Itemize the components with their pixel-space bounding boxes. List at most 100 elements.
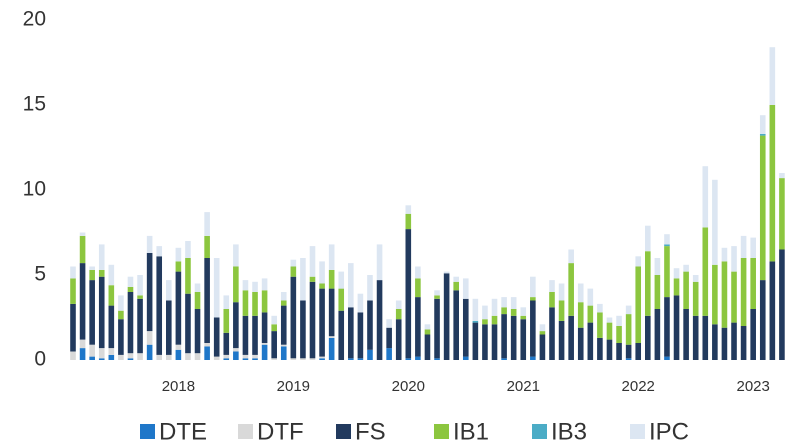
bar-segment bbox=[635, 256, 642, 267]
bar-segment bbox=[319, 358, 325, 360]
bar-segment bbox=[89, 356, 95, 360]
bar-segment bbox=[127, 276, 134, 287]
bar-segment bbox=[740, 258, 747, 326]
bar-segment bbox=[319, 261, 325, 284]
legend-label: IB3 bbox=[551, 418, 587, 445]
bar-segment bbox=[405, 213, 412, 230]
bar-segment bbox=[137, 298, 143, 354]
legend-label: DTF bbox=[257, 418, 304, 445]
bar-segment bbox=[127, 353, 134, 359]
bar-segment bbox=[472, 322, 479, 360]
bar-segment bbox=[328, 269, 335, 289]
bar-segment bbox=[472, 298, 479, 321]
bar-segment bbox=[118, 319, 124, 355]
bar-segment bbox=[108, 264, 115, 286]
y-tick-label: 5 bbox=[34, 263, 46, 286]
legend-swatch bbox=[434, 424, 449, 439]
bar-segment bbox=[482, 319, 488, 325]
bar-segment bbox=[587, 322, 594, 360]
bar-segment bbox=[233, 348, 239, 352]
bar-segment bbox=[395, 319, 402, 360]
bar-segment bbox=[625, 358, 632, 360]
bar-segment bbox=[568, 249, 574, 264]
bar-segment bbox=[520, 307, 527, 316]
bar-segment bbox=[606, 317, 613, 323]
bar-segment bbox=[616, 315, 622, 326]
bar-segment bbox=[204, 235, 210, 258]
bar-segment bbox=[338, 310, 345, 360]
bar-segment bbox=[654, 309, 661, 360]
bar-segment bbox=[645, 225, 651, 252]
bar-segment bbox=[98, 358, 105, 360]
bar-segment bbox=[98, 244, 105, 270]
bar-segment bbox=[137, 275, 143, 296]
bar-segment bbox=[472, 320, 479, 323]
bar-segment bbox=[223, 332, 230, 355]
bar-segment bbox=[558, 320, 565, 360]
bar-segment bbox=[213, 356, 220, 360]
bar-segment bbox=[491, 315, 498, 325]
bar-segment bbox=[549, 280, 555, 292]
bar-segment bbox=[300, 358, 306, 360]
bar-segment bbox=[779, 249, 785, 360]
bar-segment bbox=[673, 295, 680, 360]
bar-segment bbox=[213, 258, 220, 318]
bar-segment bbox=[79, 232, 86, 236]
bar-segment bbox=[597, 337, 603, 360]
bar-segment bbox=[453, 281, 459, 291]
bar-segment bbox=[539, 324, 546, 332]
bar-segment bbox=[539, 334, 546, 360]
bar-segment bbox=[510, 309, 517, 316]
bar-segment bbox=[185, 293, 191, 354]
bar-segment bbox=[616, 326, 622, 343]
bar-segment bbox=[424, 324, 431, 330]
bar-segment bbox=[156, 354, 163, 360]
bar-segment bbox=[328, 288, 335, 337]
bar-segment bbox=[328, 244, 335, 270]
bar-segment bbox=[233, 266, 239, 303]
bar-segment bbox=[779, 178, 785, 250]
bar-segment bbox=[510, 297, 517, 309]
bar-segment bbox=[501, 297, 507, 308]
bar-segment bbox=[108, 354, 115, 360]
bar-segment bbox=[740, 326, 747, 360]
bar-segment bbox=[654, 275, 661, 309]
legend-label: IB1 bbox=[453, 418, 489, 445]
bar-segment bbox=[290, 276, 297, 359]
bar-segment bbox=[280, 292, 287, 301]
bar-segment bbox=[204, 212, 210, 236]
bar-segment bbox=[367, 300, 373, 350]
bar-segment bbox=[635, 266, 642, 343]
bar-segment bbox=[530, 356, 536, 360]
bar-segment bbox=[328, 336, 335, 338]
bar-segment bbox=[759, 133, 766, 136]
bar-segment bbox=[204, 258, 210, 343]
bar-segment bbox=[280, 346, 287, 360]
bar-segment bbox=[443, 271, 450, 274]
bar-segment bbox=[261, 290, 268, 313]
bar-segment bbox=[453, 276, 459, 282]
bar-segment bbox=[300, 300, 306, 359]
bar-segment bbox=[673, 278, 680, 296]
x-tick-label: 2022 bbox=[622, 378, 655, 395]
bar-segment bbox=[290, 358, 297, 360]
bar-segment bbox=[587, 305, 594, 323]
bar-segment bbox=[185, 353, 191, 360]
bar-segment bbox=[309, 358, 316, 360]
bar-segment bbox=[491, 324, 498, 360]
bar-segment bbox=[443, 273, 450, 360]
bar-segment bbox=[577, 283, 584, 303]
x-tick-label: 2023 bbox=[736, 378, 769, 395]
bar-segment bbox=[721, 247, 728, 262]
bar-segment bbox=[625, 314, 632, 345]
bar-segment bbox=[721, 327, 728, 360]
bar-segment bbox=[261, 312, 268, 343]
bar-segment bbox=[568, 263, 574, 316]
bar-segment bbox=[386, 319, 392, 328]
bar-segment bbox=[348, 263, 354, 308]
bar-segment bbox=[89, 266, 95, 270]
bar-segment bbox=[98, 348, 105, 359]
bar-segment bbox=[453, 290, 459, 360]
bar-segment bbox=[558, 300, 565, 321]
bar-segment bbox=[740, 235, 747, 258]
